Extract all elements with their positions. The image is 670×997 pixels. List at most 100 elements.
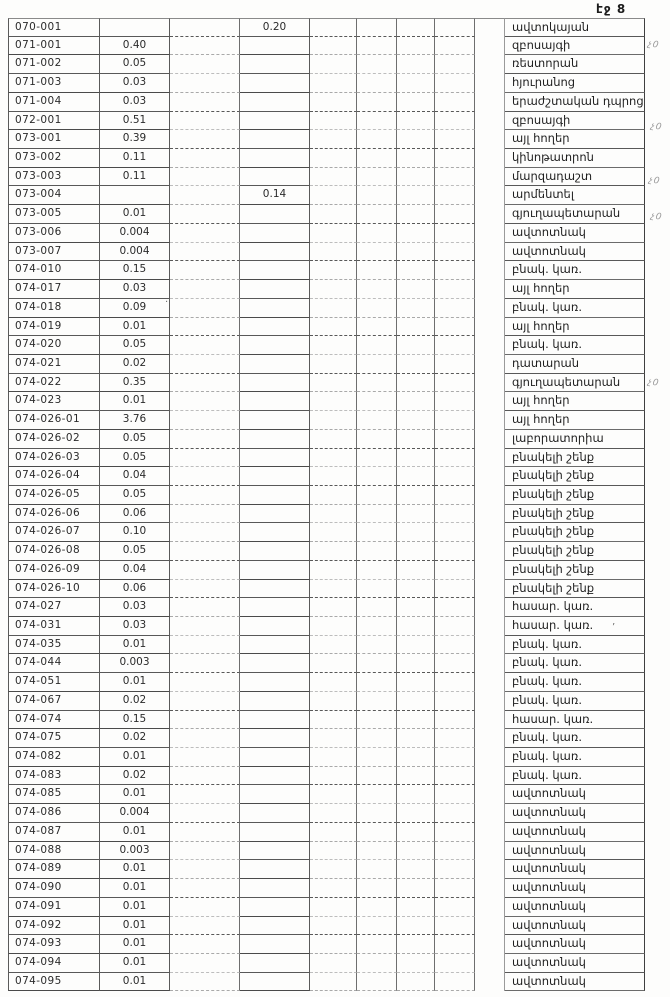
empty-cell — [397, 953, 435, 973]
area-value-alt-cell — [240, 841, 310, 861]
empty-cell — [435, 710, 475, 730]
empty-cell — [435, 916, 475, 936]
empty-cell — [435, 972, 475, 992]
empty-cell — [170, 485, 240, 505]
empty-cell — [435, 74, 475, 93]
empty-cell — [357, 560, 397, 580]
empty-cell — [435, 897, 475, 917]
empty-cell — [310, 223, 357, 243]
area-value-alt-cell — [240, 935, 310, 954]
parcel-code-cell: 074-026-08 — [8, 542, 100, 561]
area-value-cell: 0.01 — [100, 953, 170, 973]
empty-cell — [357, 485, 397, 505]
empty-cell — [397, 467, 435, 486]
empty-cell — [170, 860, 240, 880]
empty-cell — [435, 953, 475, 973]
empty-cell — [310, 186, 357, 206]
empty-cell — [435, 280, 475, 299]
empty-cell — [310, 785, 357, 805]
empty-cell — [475, 242, 505, 262]
empty-cell — [397, 822, 435, 842]
empty-cell — [435, 841, 475, 861]
empty-cell — [310, 261, 357, 281]
empty-cell — [435, 92, 475, 112]
empty-cell — [435, 467, 475, 486]
empty-cell — [310, 841, 357, 861]
empty-cell — [475, 691, 505, 711]
empty-cell — [357, 223, 397, 243]
area-value-alt-cell — [240, 542, 310, 561]
empty-cell — [170, 336, 240, 355]
empty-cell — [170, 710, 240, 730]
empty-cell — [310, 673, 357, 692]
empty-cell — [397, 841, 435, 861]
empty-cell — [475, 710, 505, 730]
empty-cell — [310, 804, 357, 823]
parcel-code-cell: 074-091 — [8, 897, 100, 917]
parcel-code-cell: 074-094 — [8, 953, 100, 973]
area-value-cell: 0.02 — [100, 354, 170, 374]
area-value-cell: 0.05 — [100, 542, 170, 561]
table-row: 074-093 0.01 ավտոտնակ — [8, 935, 645, 954]
parcel-code-cell: 071-001 — [8, 36, 100, 56]
empty-cell — [310, 18, 357, 37]
empty-cell — [475, 92, 505, 112]
empty-cell — [170, 261, 240, 281]
empty-cell — [475, 542, 505, 561]
table-row: 070-001 0.20 ավտոկայան — [8, 18, 645, 37]
empty-cell — [397, 598, 435, 617]
parcel-code-cell: 074-035 — [8, 635, 100, 655]
land-use-label-cell: բնակ. կառ. — [505, 654, 645, 674]
empty-cell — [397, 897, 435, 917]
area-value-cell: 0.01 — [100, 635, 170, 655]
empty-cell — [170, 879, 240, 898]
empty-cell — [170, 74, 240, 93]
empty-cell — [310, 710, 357, 730]
table-row: 074-026-05 0.05 բնակելի շենք — [8, 485, 645, 505]
empty-cell — [170, 972, 240, 992]
parcel-code-cell: 074-022 — [8, 373, 100, 393]
empty-cell — [310, 897, 357, 917]
empty-cell — [397, 167, 435, 187]
empty-cell — [435, 579, 475, 599]
area-value-alt-cell — [240, 149, 310, 168]
land-use-label-cell: ավտոտնակ — [505, 879, 645, 898]
empty-cell — [310, 149, 357, 168]
empty-cell — [475, 223, 505, 243]
empty-cell — [475, 617, 505, 636]
area-value-alt-cell — [240, 130, 310, 150]
area-value-alt-cell — [240, 766, 310, 786]
area-value-cell: 0.01 — [100, 879, 170, 898]
empty-cell — [475, 579, 505, 599]
empty-cell — [397, 879, 435, 898]
handwritten-margin-note: չ0 — [650, 121, 664, 133]
land-use-label-cell: ավտոտնակ — [505, 804, 645, 823]
area-value-alt-cell — [240, 74, 310, 93]
table-row: 074-017 0.03 այլ հողեր — [8, 280, 645, 299]
empty-cell — [435, 55, 475, 75]
empty-cell — [397, 448, 435, 468]
empty-cell — [310, 617, 357, 636]
empty-cell — [170, 579, 240, 599]
land-use-label-cell: բնակ. կառ. — [505, 673, 645, 692]
empty-cell — [357, 916, 397, 936]
empty-cell — [357, 261, 397, 281]
area-value-cell: 0.05 — [100, 336, 170, 355]
empty-cell — [397, 354, 435, 374]
empty-cell — [435, 411, 475, 430]
empty-cell — [310, 822, 357, 842]
area-value-alt-cell — [240, 822, 310, 842]
area-value-cell: 0.05 — [100, 485, 170, 505]
area-value-cell: 0.02 — [100, 729, 170, 749]
area-value-alt-cell — [240, 860, 310, 880]
land-use-label-cell: բնակ. կառ. — [505, 766, 645, 786]
area-value-cell: 0.01 — [100, 785, 170, 805]
empty-cell — [475, 504, 505, 524]
parcel-code-cell: 074-023 — [8, 392, 100, 412]
table-row: 074-020 0.05 բնակ. կառ. — [8, 336, 645, 355]
empty-cell — [170, 748, 240, 767]
parcel-code-cell: 071-004 — [8, 92, 100, 112]
empty-cell — [310, 879, 357, 898]
empty-cell — [357, 935, 397, 954]
empty-cell — [310, 935, 357, 954]
